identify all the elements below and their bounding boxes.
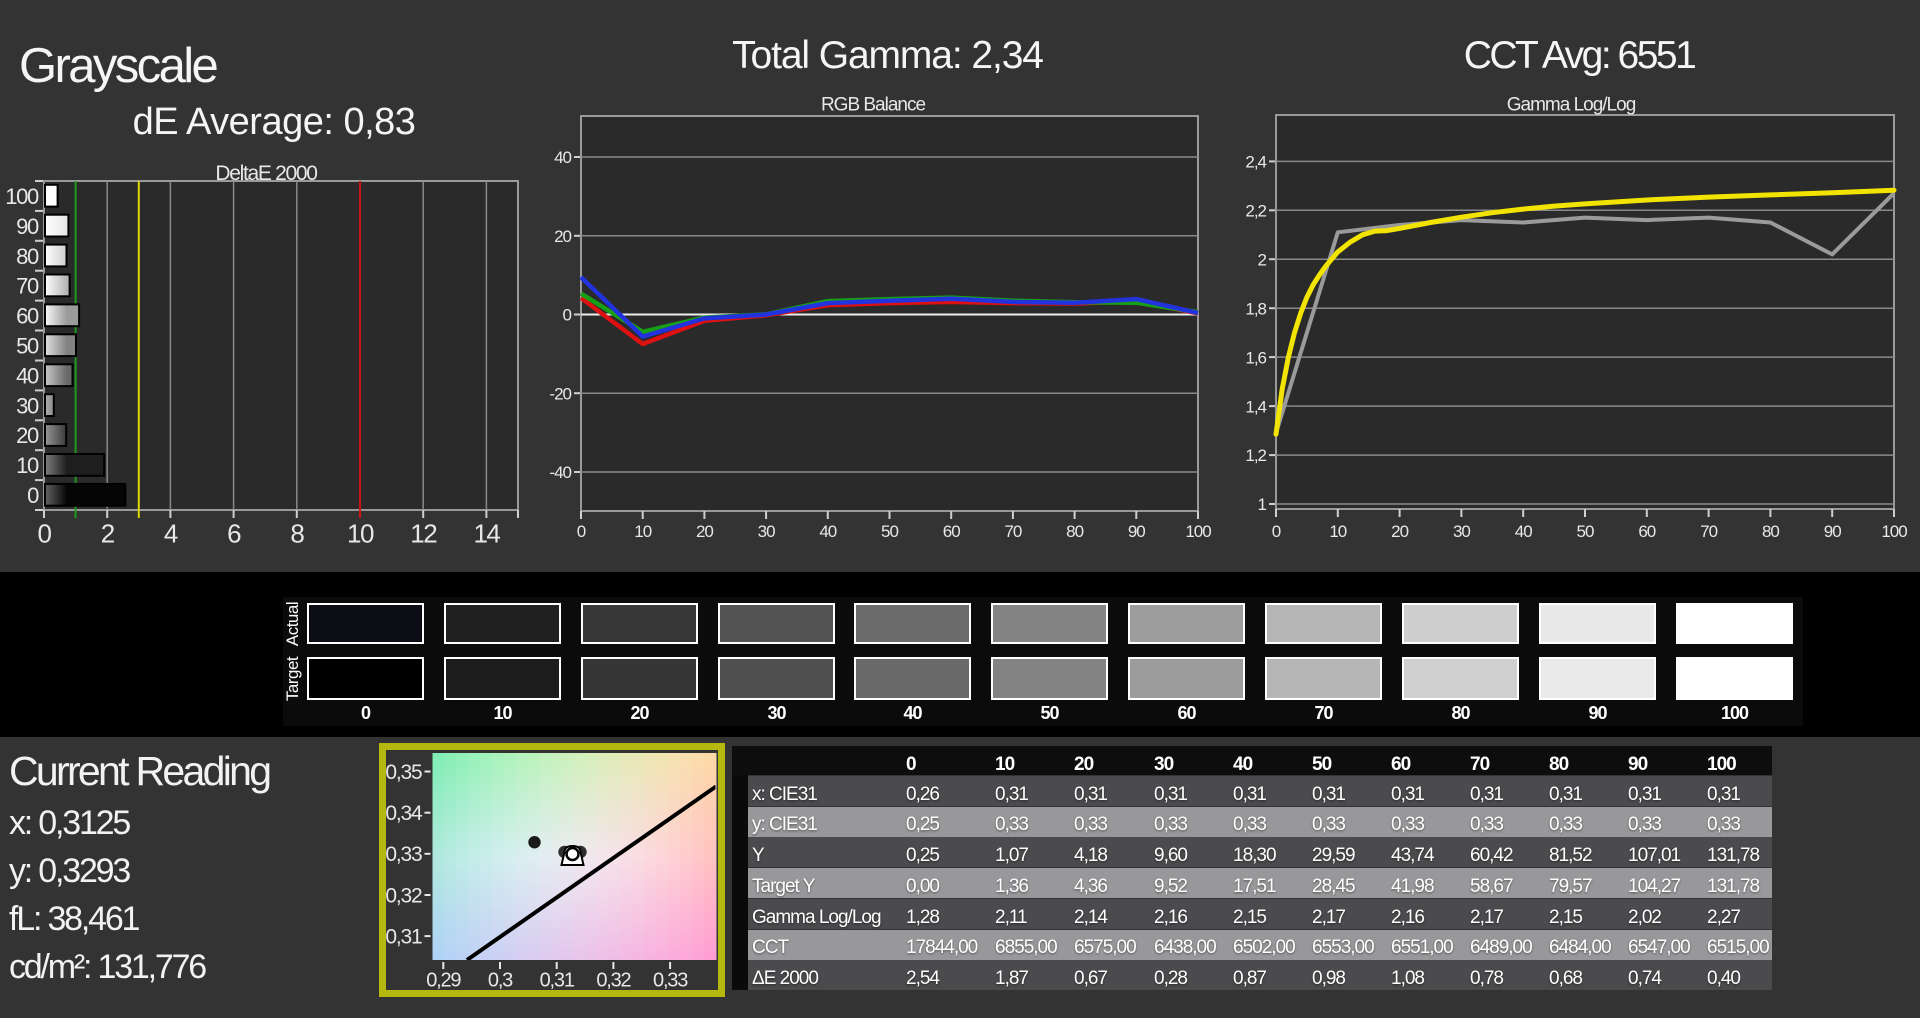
svg-text:40: 40	[819, 522, 836, 541]
svg-text:10: 10	[347, 519, 374, 549]
svg-text:50: 50	[16, 334, 39, 359]
svg-text:0: 0	[577, 522, 586, 541]
svg-text:40: 40	[1515, 522, 1532, 541]
svg-text:0: 0	[27, 483, 39, 508]
svg-text:2,4: 2,4	[1245, 153, 1266, 172]
svg-text:10: 10	[16, 453, 39, 478]
svg-text:2: 2	[101, 519, 115, 549]
svg-text:80: 80	[1066, 522, 1083, 541]
svg-text:1,8: 1,8	[1245, 299, 1266, 318]
svg-text:14: 14	[473, 519, 500, 549]
svg-text:20: 20	[554, 227, 571, 246]
svg-text:1: 1	[1258, 495, 1267, 514]
svg-text:70: 70	[16, 274, 39, 299]
svg-text:30: 30	[1453, 522, 1470, 541]
svg-text:20: 20	[1391, 522, 1408, 541]
svg-text:80: 80	[1762, 522, 1779, 541]
svg-text:60: 60	[1638, 522, 1655, 541]
svg-text:-20: -20	[549, 384, 571, 403]
svg-text:Gamma Log/Log: Gamma Log/Log	[1507, 95, 1636, 116]
svg-text:50: 50	[1577, 522, 1594, 541]
svg-text:1,4: 1,4	[1245, 397, 1266, 416]
svg-text:0: 0	[1272, 522, 1281, 541]
svg-text:4: 4	[164, 519, 178, 549]
svg-text:90: 90	[16, 214, 39, 239]
svg-text:30: 30	[16, 393, 39, 418]
svg-text:70: 70	[1700, 522, 1717, 541]
svg-text:60: 60	[16, 304, 39, 329]
svg-text:0: 0	[563, 306, 572, 325]
svg-text:100: 100	[5, 184, 39, 209]
svg-text:2: 2	[1258, 250, 1267, 269]
svg-text:30: 30	[758, 522, 775, 541]
svg-text:6: 6	[227, 519, 241, 549]
svg-text:10: 10	[1329, 522, 1346, 541]
svg-text:40: 40	[554, 148, 571, 167]
svg-text:10: 10	[634, 522, 651, 541]
svg-text:20: 20	[16, 423, 39, 448]
svg-text:2,2: 2,2	[1245, 202, 1266, 221]
svg-text:70: 70	[1004, 522, 1021, 541]
svg-text:12: 12	[410, 519, 437, 549]
svg-text:8: 8	[290, 519, 304, 549]
svg-text:80: 80	[16, 244, 39, 269]
svg-text:50: 50	[881, 522, 898, 541]
svg-text:40: 40	[16, 363, 39, 388]
svg-text:100: 100	[1881, 522, 1907, 541]
svg-text:60: 60	[943, 522, 960, 541]
svg-text:-40: -40	[549, 463, 571, 482]
svg-text:0: 0	[38, 519, 52, 549]
svg-text:90: 90	[1824, 522, 1841, 541]
svg-text:100: 100	[1185, 522, 1211, 541]
svg-text:20: 20	[696, 522, 713, 541]
svg-text:DeltaE 2000: DeltaE 2000	[215, 162, 317, 185]
svg-text:90: 90	[1128, 522, 1145, 541]
svg-text:RGB Balance: RGB Balance	[821, 95, 926, 116]
svg-text:1,2: 1,2	[1245, 446, 1266, 465]
svg-text:1,6: 1,6	[1245, 348, 1266, 367]
